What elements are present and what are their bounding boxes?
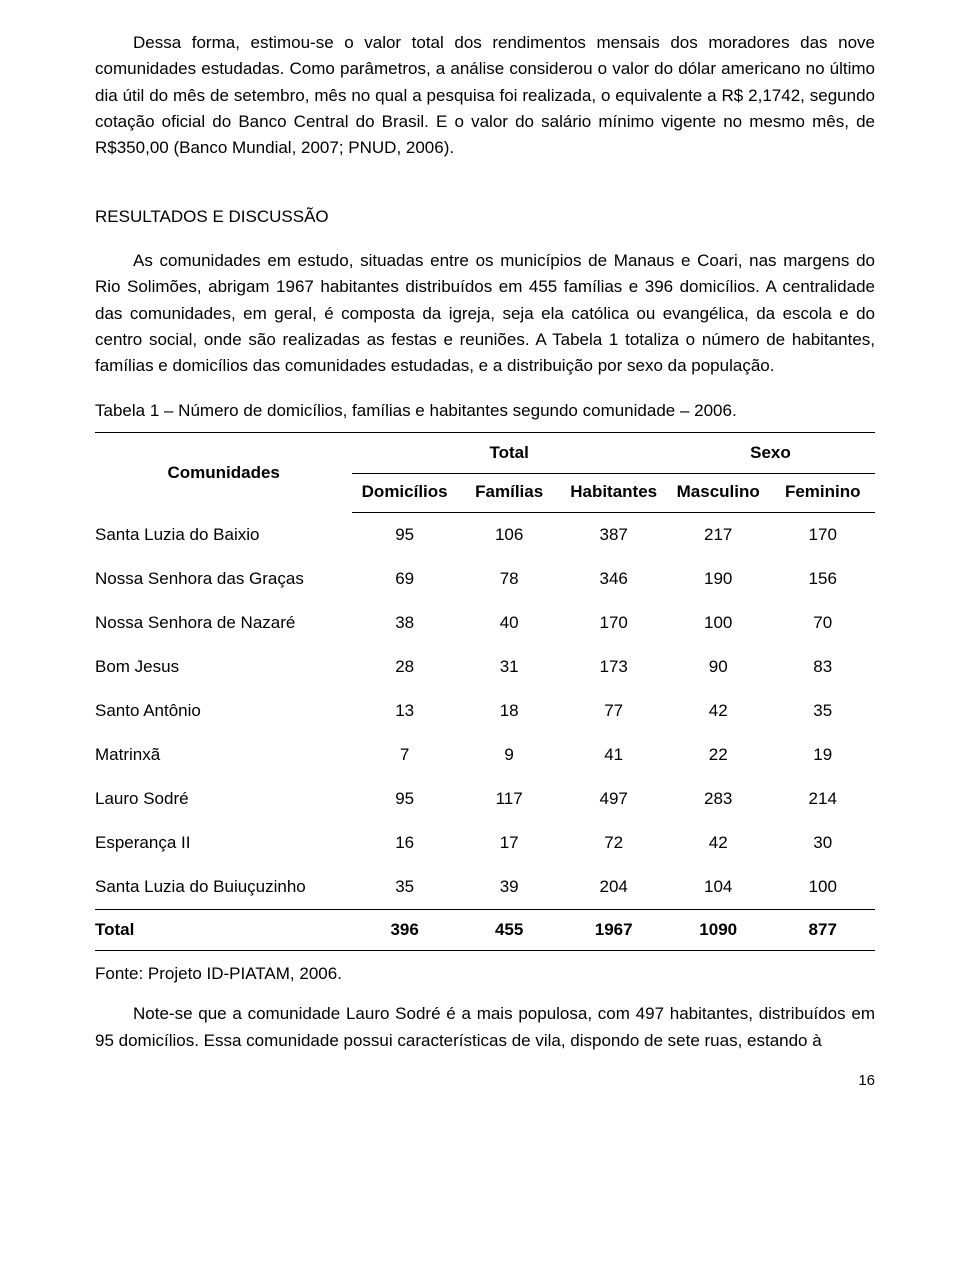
- body-paragraph-1: Dessa forma, estimou-se o valor total do…: [95, 30, 875, 162]
- table-cell-masculino: 42: [666, 689, 771, 733]
- table-cell-habitantes: 173: [561, 645, 666, 689]
- table-row: Santa Luzia do Buiuçuzinho3539204104100: [95, 865, 875, 910]
- table-cell-feminino: 35: [770, 689, 875, 733]
- table-cell-total-habitantes: 1967: [561, 910, 666, 951]
- body-paragraph-3: Note-se que a comunidade Lauro Sodré é a…: [95, 1001, 875, 1054]
- table-cell-total-familias: 455: [457, 910, 562, 951]
- table-cell-masculino: 190: [666, 557, 771, 601]
- table-cell-label: Lauro Sodré: [95, 777, 352, 821]
- table-cell-label: Bom Jesus: [95, 645, 352, 689]
- table-cell-familias: 31: [457, 645, 562, 689]
- table-cell-masculino: 104: [666, 865, 771, 910]
- table-cell-domicilios: 95: [352, 777, 457, 821]
- table-cell-domicilios: 13: [352, 689, 457, 733]
- table-cell-domicilios: 38: [352, 601, 457, 645]
- table-row: Esperança II1617724230: [95, 821, 875, 865]
- table-cell-label: Santa Luzia do Baixio: [95, 513, 352, 558]
- table-cell-domicilios: 35: [352, 865, 457, 910]
- table-header-habitantes: Habitantes: [561, 474, 666, 513]
- table-header-familias: Famílias: [457, 474, 562, 513]
- table-cell-familias: 17: [457, 821, 562, 865]
- table-cell-masculino: 22: [666, 733, 771, 777]
- table-cell-familias: 117: [457, 777, 562, 821]
- table-cell-habitantes: 77: [561, 689, 666, 733]
- table-cell-masculino: 217: [666, 513, 771, 558]
- table-cell-feminino: 156: [770, 557, 875, 601]
- table-cell-habitantes: 72: [561, 821, 666, 865]
- table-header-feminino: Feminino: [770, 474, 875, 513]
- table-cell-total-masculino: 1090: [666, 910, 771, 951]
- table-header-domicilios: Domicílios: [352, 474, 457, 513]
- table-cell-habitantes: 387: [561, 513, 666, 558]
- table-cell-label: Matrinxã: [95, 733, 352, 777]
- table-cell-total-label: Total: [95, 910, 352, 951]
- table-cell-label: Santo Antônio: [95, 689, 352, 733]
- table-cell-domicilios: 7: [352, 733, 457, 777]
- table-cell-familias: 40: [457, 601, 562, 645]
- table-cell-habitantes: 41: [561, 733, 666, 777]
- table-cell-domicilios: 69: [352, 557, 457, 601]
- table-cell-familias: 78: [457, 557, 562, 601]
- table-cell-feminino: 70: [770, 601, 875, 645]
- table-cell-feminino: 19: [770, 733, 875, 777]
- table-cell-total-feminino: 877: [770, 910, 875, 951]
- table-cell-domicilios: 16: [352, 821, 457, 865]
- body-paragraph-2: As comunidades em estudo, situadas entre…: [95, 248, 875, 380]
- table-row-total: Total39645519671090877: [95, 910, 875, 951]
- data-table: Comunidades Total Sexo Domicílios Famíli…: [95, 432, 875, 951]
- table-cell-feminino: 214: [770, 777, 875, 821]
- table-row: Nossa Senhora das Graças6978346190156: [95, 557, 875, 601]
- table-cell-domicilios: 95: [352, 513, 457, 558]
- table-header-masculino: Masculino: [666, 474, 771, 513]
- table-cell-masculino: 42: [666, 821, 771, 865]
- table-cell-domicilios: 28: [352, 645, 457, 689]
- table-cell-feminino: 30: [770, 821, 875, 865]
- table-cell-familias: 39: [457, 865, 562, 910]
- table-cell-habitantes: 204: [561, 865, 666, 910]
- table-row: Matrinxã79412219: [95, 733, 875, 777]
- table-cell-habitantes: 497: [561, 777, 666, 821]
- page-number: 16: [95, 1072, 875, 1089]
- table-row: Lauro Sodré95117497283214: [95, 777, 875, 821]
- table-cell-masculino: 90: [666, 645, 771, 689]
- table-row: Santo Antônio1318774235: [95, 689, 875, 733]
- table-cell-label: Nossa Senhora de Nazaré: [95, 601, 352, 645]
- table-cell-masculino: 100: [666, 601, 771, 645]
- table-source: Fonte: Projeto ID-PIATAM, 2006.: [95, 961, 875, 987]
- table-cell-feminino: 100: [770, 865, 875, 910]
- table-cell-feminino: 83: [770, 645, 875, 689]
- table-cell-habitantes: 170: [561, 601, 666, 645]
- table-cell-feminino: 170: [770, 513, 875, 558]
- table-cell-familias: 18: [457, 689, 562, 733]
- table-header-group-sexo: Sexo: [666, 433, 875, 474]
- table-header-group-total: Total: [352, 433, 666, 474]
- table-cell-habitantes: 346: [561, 557, 666, 601]
- table-cell-familias: 9: [457, 733, 562, 777]
- table-row: Bom Jesus28311739083: [95, 645, 875, 689]
- table-header-rowlabel: Comunidades: [95, 433, 352, 513]
- table-cell-label: Santa Luzia do Buiuçuzinho: [95, 865, 352, 910]
- table-cell-label: Esperança II: [95, 821, 352, 865]
- table-cell-total-domicilios: 396: [352, 910, 457, 951]
- table-cell-familias: 106: [457, 513, 562, 558]
- table-cell-label: Nossa Senhora das Graças: [95, 557, 352, 601]
- table-cell-masculino: 283: [666, 777, 771, 821]
- table-caption: Tabela 1 – Número de domicílios, família…: [95, 398, 875, 424]
- section-heading: RESULTADOS E DISCUSSÃO: [95, 204, 875, 230]
- table-row: Nossa Senhora de Nazaré384017010070: [95, 601, 875, 645]
- table-row: Santa Luzia do Baixio95106387217170: [95, 513, 875, 558]
